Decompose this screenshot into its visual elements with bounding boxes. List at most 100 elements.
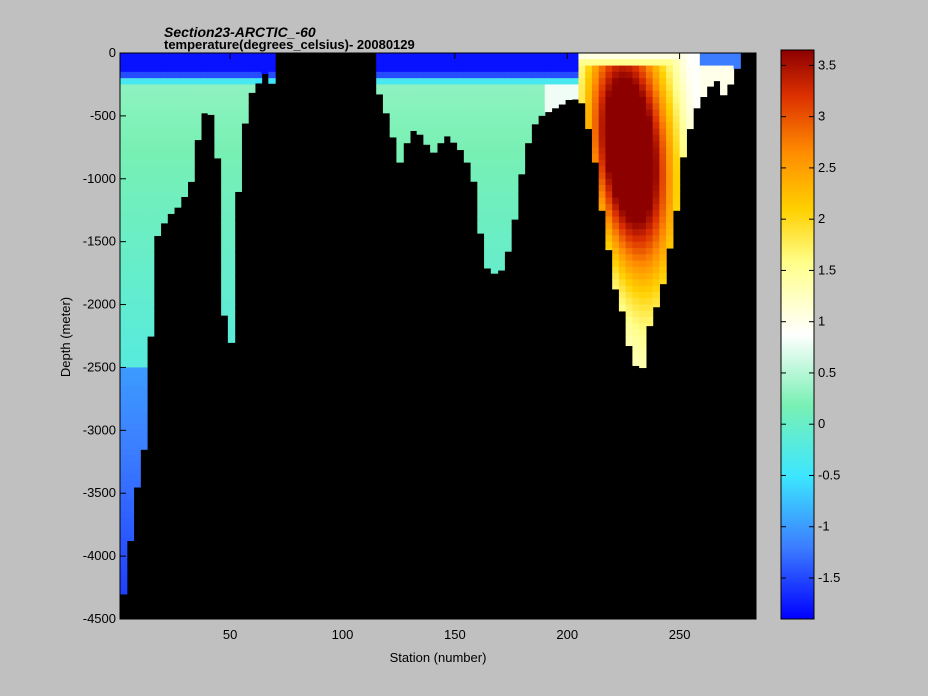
field-cell: [187, 147, 195, 155]
field-cell: [490, 134, 499, 142]
field-cell: [167, 65, 175, 73]
field-cell: [187, 115, 195, 123]
field-cell: [652, 53, 660, 60]
field-cell: [558, 103, 566, 105]
field-cell: [463, 128, 472, 136]
field-cell: [497, 59, 505, 67]
field-cell: [666, 178, 674, 186]
field-cell: [430, 53, 438, 60]
field-cell: [693, 84, 701, 92]
field-cell: [639, 172, 647, 180]
field-cell: [497, 122, 505, 130]
field-cell: [126, 310, 135, 318]
field-cell: [140, 367, 148, 375]
y-tick-label: -3500: [83, 485, 116, 500]
field-cell: [146, 254, 155, 262]
field-cell: [720, 53, 728, 60]
field-cell: [477, 59, 485, 67]
field-cell: [126, 348, 135, 356]
field-cell: [497, 134, 505, 142]
field-cell: [618, 103, 627, 111]
field-cell: [416, 103, 424, 111]
field-cell: [659, 78, 667, 86]
field-cell: [187, 78, 195, 86]
field-cell: [200, 71, 209, 79]
field-cell: [585, 103, 593, 111]
field-cell: [120, 556, 128, 563]
field-cell: [591, 71, 600, 79]
field-cell: [625, 222, 633, 230]
field-cell: [605, 153, 613, 161]
field-cell: [430, 97, 438, 104]
field-cell: [504, 122, 512, 130]
field-cell: [227, 90, 236, 98]
field-cell: [140, 329, 148, 337]
field-cell: [396, 147, 404, 155]
field-cell: [666, 122, 674, 130]
field-cell: [443, 115, 451, 123]
field-cell: [625, 216, 633, 224]
field-cell: [126, 115, 135, 123]
x-tick-label: 250: [669, 627, 691, 642]
field-cell: [120, 361, 128, 369]
field-cell: [187, 84, 195, 92]
field-cell: [120, 474, 128, 482]
field-cell: [450, 115, 458, 123]
field-cell: [679, 115, 687, 123]
field-cell: [524, 65, 532, 73]
field-cell: [180, 147, 189, 155]
field-cell: [140, 247, 148, 255]
field-cell: [126, 103, 135, 111]
field-cell: [652, 78, 660, 86]
field-cell: [382, 65, 391, 73]
field-cell: [160, 115, 168, 123]
field-cell: [511, 53, 519, 60]
field-cell: [423, 128, 431, 136]
field-cell: [133, 442, 141, 450]
field-cell: [140, 153, 148, 161]
field-cell: [652, 65, 660, 73]
field-cell: [140, 254, 148, 262]
field-cell: [463, 109, 472, 117]
field-cell: [672, 203, 681, 211]
field-cell: [477, 172, 485, 180]
field-cell: [618, 109, 627, 117]
field-cell: [126, 65, 135, 73]
field-cell: [173, 128, 182, 136]
field-cell: [504, 191, 512, 199]
field-cell: [200, 65, 209, 73]
field-cell: [126, 273, 135, 280]
field-cell: [126, 436, 135, 444]
field-cell: [140, 53, 148, 60]
field-cell: [126, 468, 135, 475]
field-cell: [551, 59, 559, 67]
field-cell: [126, 449, 135, 457]
field-cell: [443, 90, 451, 98]
field-cell: [227, 178, 236, 186]
field-cell: [652, 222, 660, 230]
field-cell: [214, 122, 222, 130]
field-cell: [652, 216, 660, 224]
field-cell: [679, 53, 687, 60]
field-cell: [652, 115, 660, 123]
field-cell: [511, 97, 519, 104]
field-cell: [133, 417, 141, 425]
field-cell: [659, 279, 667, 285]
field-cell: [625, 78, 633, 86]
field-cell: [120, 260, 128, 268]
field-cell: [227, 172, 236, 180]
field-cell: [133, 285, 141, 293]
field-cell: [504, 90, 512, 98]
field-cell: [140, 172, 148, 180]
field-cell: [194, 115, 202, 123]
field-cell: [477, 115, 485, 123]
field-cell: [133, 279, 141, 287]
field-cell: [484, 172, 492, 180]
field-cell: [396, 78, 404, 86]
field-cell: [645, 304, 654, 312]
field-cell: [120, 373, 128, 381]
field-cell: [625, 53, 633, 60]
field-cell: [652, 285, 660, 293]
field-cell: [221, 291, 229, 299]
field-cell: [538, 78, 546, 86]
